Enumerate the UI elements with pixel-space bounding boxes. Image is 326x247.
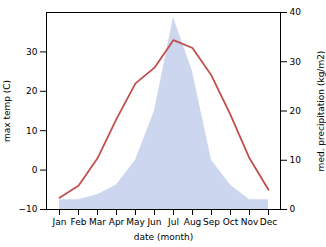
svg-text:20: 20 — [290, 106, 302, 116]
svg-text:30: 30 — [26, 47, 38, 57]
svg-text:0: 0 — [290, 204, 296, 214]
svg-text:Feb: Feb — [71, 217, 87, 227]
svg-text:Jun: Jun — [146, 217, 161, 227]
svg-text:Jul: Jul — [167, 217, 179, 227]
svg-text:0: 0 — [32, 165, 38, 175]
svg-text:30: 30 — [290, 57, 302, 67]
svg-text:40: 40 — [290, 7, 302, 17]
svg-text:10: 10 — [26, 126, 38, 136]
svg-text:−10: −10 — [19, 204, 38, 214]
svg-text:Apr: Apr — [109, 217, 125, 227]
svg-text:Oct: Oct — [223, 217, 239, 227]
svg-text:Jan: Jan — [52, 217, 67, 227]
svg-text:Mar: Mar — [89, 217, 106, 227]
svg-text:max temp (C): max temp (C) — [2, 80, 12, 142]
svg-text:20: 20 — [26, 86, 38, 96]
svg-text:Sep: Sep — [203, 217, 220, 227]
svg-text:10: 10 — [290, 155, 302, 165]
svg-text:date (month): date (month) — [134, 232, 193, 242]
svg-text:Aug: Aug — [184, 217, 202, 227]
svg-text:Nov: Nov — [241, 217, 259, 227]
svg-text:med. precipitation (kg/m2): med. precipitation (kg/m2) — [316, 51, 326, 172]
svg-text:Dec: Dec — [260, 217, 277, 227]
svg-text:May: May — [126, 217, 145, 227]
